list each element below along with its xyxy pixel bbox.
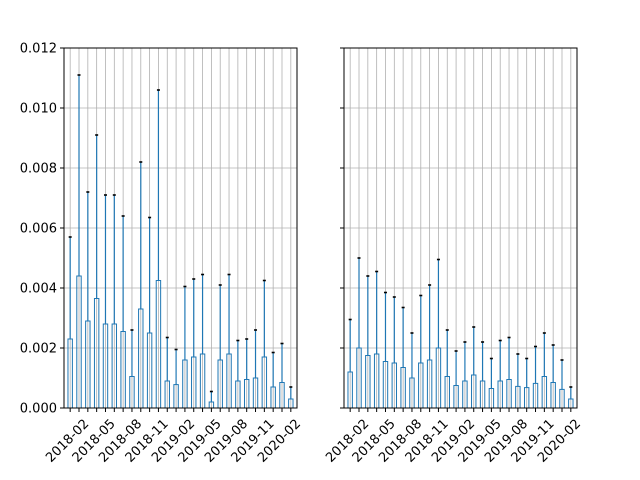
y-tick-label: 0.012: [20, 42, 57, 57]
y-tick-label: 0.002: [20, 342, 57, 357]
y-tick-label: 0.000: [20, 402, 57, 417]
left-panel: 0.0000.0020.0040.0060.0080.0100.0122018-…: [20, 42, 304, 466]
right-panel: 2018-022018-052018-082018-112019-022019-…: [323, 47, 584, 466]
y-tick-label: 0.006: [20, 222, 57, 237]
y-tick-label: 0.010: [20, 102, 57, 117]
y-tick-label: 0.004: [20, 282, 57, 297]
y-tick-label: 0.008: [20, 162, 57, 177]
